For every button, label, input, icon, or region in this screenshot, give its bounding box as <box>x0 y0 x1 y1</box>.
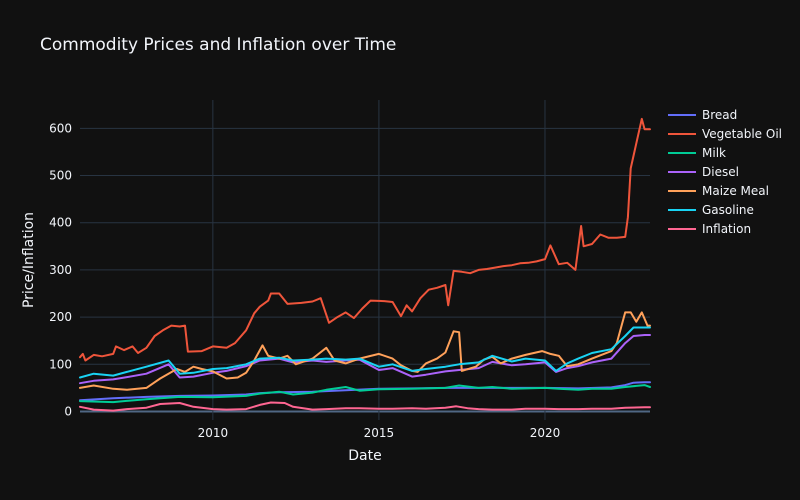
series-lines <box>79 117 651 412</box>
series-line-gasoline[interactable] <box>79 326 651 379</box>
legend-item-bread[interactable]: Bread <box>668 108 737 122</box>
x-tick-label: 2015 <box>364 426 395 440</box>
x-axis-title: Date <box>348 448 381 464</box>
legend-item-diesel[interactable]: Diesel <box>668 165 739 179</box>
y-tick-label: 100 <box>49 357 72 371</box>
x-tick-label: 2010 <box>198 426 229 440</box>
legend-item-inflation[interactable]: Inflation <box>668 222 751 236</box>
series-line-milk[interactable] <box>79 384 651 404</box>
chart-title: Commodity Prices and Inflation over Time <box>40 35 396 55</box>
series-line-inflation[interactable] <box>79 401 651 412</box>
x-tick-label: 2020 <box>530 426 561 440</box>
legend-item-gasoline[interactable]: Gasoline <box>668 203 754 217</box>
gridlines <box>80 100 650 420</box>
y-tick-label: 600 <box>49 121 72 135</box>
tick-labels: 0 100 200 300 400 500 600 2010 2015 2020 <box>49 121 560 440</box>
series-line-vegetable-oil[interactable] <box>79 117 651 362</box>
legend-label: Maize Meal <box>702 184 769 198</box>
y-axis-title: Price/Inflation <box>21 212 37 308</box>
legend-item-vegetable-oil[interactable]: Vegetable Oil <box>668 127 782 141</box>
legend-label: Vegetable Oil <box>702 127 782 141</box>
y-tick-label: 400 <box>49 216 72 230</box>
legend-label: Diesel <box>702 165 739 179</box>
y-tick-label: 300 <box>49 263 72 277</box>
y-tick-label: 0 <box>64 405 72 419</box>
legend-label: Milk <box>702 146 726 160</box>
y-tick-label: 200 <box>49 310 72 324</box>
series-line-diesel[interactable] <box>79 334 651 385</box>
legend-label: Bread <box>702 108 737 122</box>
legend: Bread Vegetable Oil Milk Diesel Maize Meal Ga… <box>668 108 782 236</box>
legend-label: Gasoline <box>702 203 754 217</box>
y-tick-label: 500 <box>49 169 72 183</box>
legend-label: Inflation <box>702 222 751 236</box>
legend-item-milk[interactable]: Milk <box>668 146 726 160</box>
legend-item-maize-meal[interactable]: Maize Meal <box>668 184 769 198</box>
